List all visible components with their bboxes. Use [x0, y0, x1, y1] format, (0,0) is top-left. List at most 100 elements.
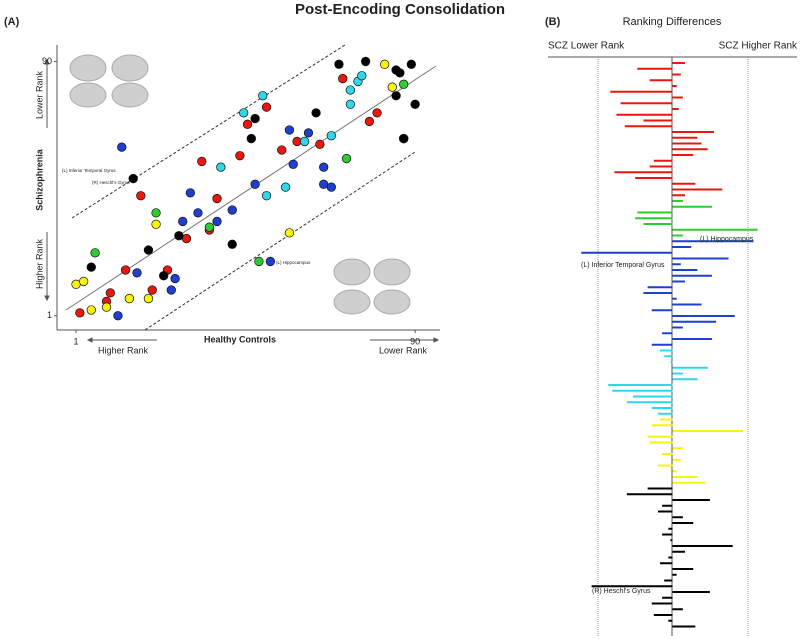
- bar: [672, 338, 712, 340]
- point: [174, 231, 184, 241]
- point: [212, 193, 222, 204]
- y-tick-label: 90: [42, 56, 52, 66]
- y-rank-label: Higher Rank: [34, 238, 44, 289]
- y-rank-label: Lower Rank: [34, 70, 44, 119]
- brain: [333, 258, 371, 286]
- point: [380, 59, 390, 69]
- bar: [672, 274, 712, 277]
- bar: [616, 113, 673, 116]
- point: [334, 59, 344, 69]
- point: [246, 133, 256, 144]
- bar: [649, 165, 673, 168]
- bar: [672, 568, 694, 570]
- bar: [672, 263, 681, 266]
- bar: [610, 90, 673, 93]
- bar: [672, 458, 681, 461]
- brain: [69, 54, 107, 82]
- bar: [649, 441, 673, 444]
- point: [258, 91, 268, 101]
- bar: [662, 504, 673, 507]
- point: [319, 162, 329, 172]
- bar: [672, 96, 683, 99]
- point: [151, 208, 161, 218]
- point: [410, 99, 420, 109]
- bar: [672, 315, 735, 317]
- bar: [614, 171, 673, 174]
- brain: [111, 54, 149, 82]
- point: [159, 271, 169, 281]
- bar: [651, 424, 673, 427]
- bar: [672, 234, 683, 237]
- bar: [672, 372, 683, 375]
- bar: [626, 401, 673, 404]
- point: [132, 268, 142, 278]
- bar: [612, 389, 673, 392]
- point: [357, 71, 367, 81]
- bar: [672, 246, 692, 248]
- point: [395, 68, 405, 78]
- point: [79, 276, 89, 287]
- point: [193, 208, 203, 218]
- bar: [672, 269, 698, 271]
- bar: [657, 510, 673, 513]
- point: [105, 288, 115, 298]
- point: [86, 305, 96, 315]
- bar: [672, 378, 698, 381]
- brain: [333, 289, 371, 315]
- bar: [591, 585, 673, 588]
- point: [178, 216, 188, 227]
- bar: [653, 159, 673, 162]
- point: [288, 159, 298, 169]
- bar: [672, 154, 694, 156]
- brain: [373, 289, 411, 315]
- point: [101, 302, 112, 312]
- bar: [672, 516, 683, 519]
- point: [117, 142, 127, 152]
- bar: [662, 332, 673, 335]
- bar: [672, 136, 698, 139]
- bar: [660, 418, 673, 421]
- bar: [672, 470, 677, 473]
- bar: [672, 545, 733, 547]
- x-rank-label: Lower Rank: [379, 345, 428, 355]
- bar: [672, 303, 702, 306]
- arrow-head: [433, 337, 440, 343]
- bar: [651, 602, 673, 605]
- bar: [662, 596, 673, 599]
- point: [338, 73, 348, 84]
- bar: [635, 217, 673, 220]
- point: [265, 256, 276, 267]
- annotation: (R) Heschl's Gyrus: [592, 588, 651, 595]
- point: [185, 188, 196, 198]
- bar: [660, 349, 673, 352]
- bar: [672, 476, 698, 478]
- figure-title: Post-Encoding Consolidation: [295, 1, 505, 18]
- bar: [657, 464, 673, 467]
- bar: [672, 297, 677, 300]
- brain-images: [69, 54, 411, 315]
- bar: [672, 142, 702, 145]
- bar: [581, 251, 673, 254]
- point: [143, 293, 154, 304]
- annotation: (L) Inferior Temporal Gyrus: [62, 168, 116, 173]
- point: [391, 91, 401, 101]
- bar: [651, 309, 673, 312]
- point: [250, 113, 260, 124]
- bar: [672, 108, 679, 110]
- bar: [660, 562, 673, 565]
- point: [136, 191, 146, 201]
- point: [216, 162, 226, 172]
- bar: [668, 556, 673, 559]
- bar: [672, 499, 710, 501]
- y-axis-label: Schizophrenia: [34, 148, 44, 211]
- bar: [672, 194, 685, 197]
- point: [261, 102, 272, 112]
- bar: [608, 384, 673, 386]
- bar: [672, 240, 754, 243]
- bar: [672, 200, 683, 202]
- bound-line: [71, 44, 346, 219]
- bar: [647, 286, 673, 289]
- bar: [620, 102, 673, 105]
- bar: [670, 539, 673, 542]
- point: [242, 119, 253, 129]
